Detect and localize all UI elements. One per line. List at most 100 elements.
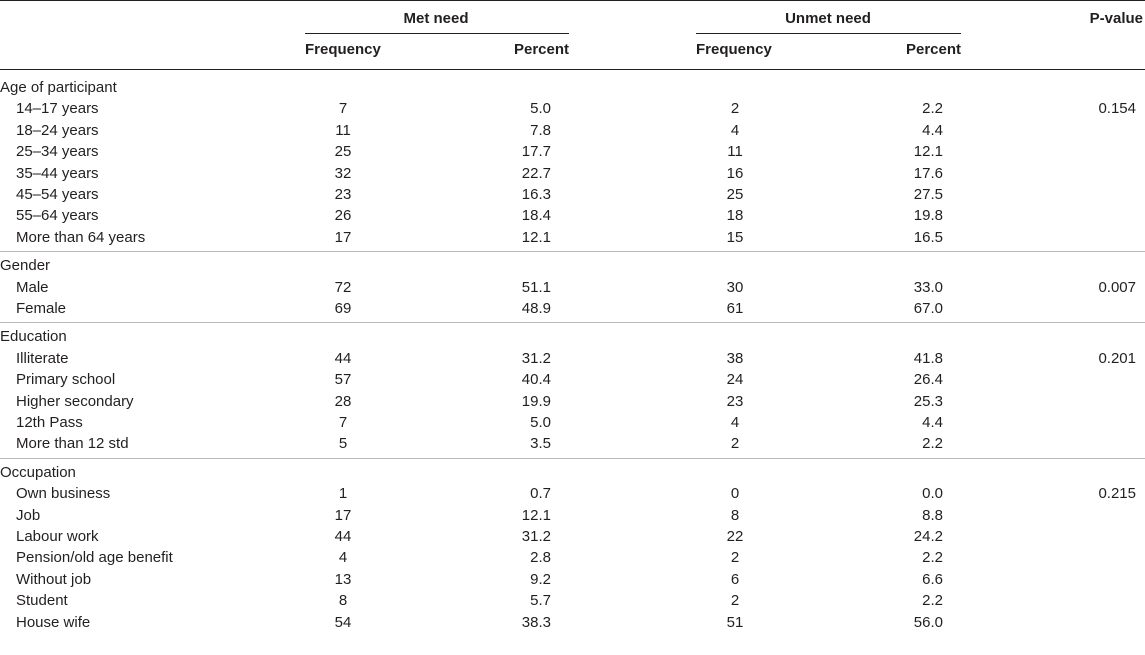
met-percent-cell: 5.0 [530,100,551,117]
row-label: Male [16,279,49,296]
header-met-need: Met need [403,10,469,27]
unmet-frequency-cell: 18 [726,207,744,224]
met-frequency-cell: 32 [334,165,352,182]
row-label: Female [16,300,67,317]
section-separator [0,322,1145,323]
unmet-frequency-cell: 2 [730,435,740,452]
met-percent-cell: 17.7 [521,143,551,160]
row-label: Labour work [16,528,99,545]
unmet-frequency-cell: 6 [730,571,740,588]
unmet-percent-cell: 0.0 [922,485,943,502]
p-value-cell: 0.201 [1098,350,1136,367]
met-frequency-cell: 25 [334,143,352,160]
unmet-percent-cell: 19.8 [913,207,943,224]
met-frequency-cell: 44 [334,528,352,545]
unmet-frequency-cell: 11 [727,143,743,160]
met-percent-cell: 9.2 [530,571,551,588]
unmet-percent-cell: 2.2 [922,592,943,609]
header-met-percent: Percent [513,41,569,58]
section-separator [0,251,1145,252]
unmet-percent-cell: 8.8 [922,507,943,524]
met-percent-cell: 38.3 [521,614,551,631]
row-label: Illiterate [16,350,69,367]
met-frequency-cell: 54 [334,614,352,631]
met-percent-cell: 12.1 [521,229,551,246]
met-frequency-cell: 72 [334,279,352,296]
unmet-percent-cell: 41.8 [913,350,943,367]
section-title: Age of participant [0,79,117,96]
met-percent-cell: 0.7 [530,485,551,502]
p-value-cell: 0.154 [1098,100,1136,117]
header-unmet-percent: Percent [905,41,961,58]
unmet-frequency-cell: 2 [730,592,740,609]
met-percent-cell: 51.1 [521,279,551,296]
unmet-frequency-cell: 30 [726,279,744,296]
met-frequency-cell: 17 [334,507,352,524]
p-value-cell: 0.215 [1098,485,1136,502]
unmet-percent-cell: 24.2 [913,528,943,545]
unmet-frequency-cell: 38 [726,350,744,367]
row-label: 12th Pass [16,414,83,431]
met-need-underline [305,33,569,34]
unmet-frequency-cell: 2 [730,549,740,566]
unmet-frequency-cell: 2 [730,100,740,117]
unmet-percent-cell: 6.6 [922,571,943,588]
met-percent-cell: 3.5 [530,435,551,452]
header-unmet-need: Unmet need [785,10,871,27]
met-frequency-cell: 5 [338,435,348,452]
met-frequency-cell: 8 [338,592,348,609]
row-label: 25–34 years [16,143,99,160]
table-top-rule [0,0,1145,1]
met-frequency-cell: 57 [334,371,352,388]
row-label: 45–54 years [16,186,99,203]
unmet-frequency-cell: 4 [730,414,740,431]
unmet-frequency-cell: 25 [726,186,744,203]
met-frequency-cell: 23 [334,186,352,203]
met-percent-cell: 19.9 [521,393,551,410]
row-label: 35–44 years [16,165,99,182]
met-frequency-cell: 4 [338,549,348,566]
unmet-percent-cell: 16.5 [913,229,943,246]
met-percent-cell: 5.7 [530,592,551,609]
section-title: Gender [0,257,51,275]
met-percent-cell: 12.1 [521,507,551,524]
unmet-percent-cell: 27.5 [913,186,943,203]
unmet-frequency-cell: 4 [730,122,740,139]
met-percent-cell: 5.0 [530,414,551,431]
unmet-percent-cell: 2.2 [922,549,943,566]
met-percent-cell: 31.2 [521,350,551,367]
unmet-percent-cell: 67.0 [913,300,943,317]
met-frequency-cell: 17 [334,229,352,246]
section-separator [0,458,1145,459]
met-percent-cell: 2.8 [530,549,551,566]
unmet-frequency-cell: 51 [726,614,744,631]
met-frequency-cell: 44 [334,350,352,367]
unmet-percent-cell: 25.3 [913,393,943,410]
header-unmet-frequency: Frequency [696,41,772,58]
header-bottom-rule [0,69,1145,70]
row-label: More than 64 years [16,229,146,246]
unmet-frequency-cell: 24 [726,371,744,388]
unmet-frequency-cell: 22 [726,528,744,545]
unmet-percent-cell: 4.4 [922,414,943,431]
met-frequency-cell: 13 [334,571,352,588]
met-percent-cell: 48.9 [521,300,551,317]
met-frequency-cell: 7 [338,414,348,431]
unmet-percent-cell: 26.4 [913,371,943,388]
unmet-need-underline [696,33,961,34]
row-label: Student [16,592,68,609]
section-title: Education [0,328,67,346]
row-label: Primary school [16,371,116,388]
section-title: Occupation [0,463,76,481]
unmet-frequency-cell: 0 [730,485,740,502]
unmet-percent-cell: 2.2 [922,435,943,452]
row-label: 55–64 years [16,207,99,224]
met-percent-cell: 40.4 [521,371,551,388]
met-frequency-cell: 7 [338,100,348,117]
header-p-value: P-value [1089,10,1143,27]
unmet-percent-cell: 12.1 [913,143,943,160]
met-percent-cell: 7.8 [530,122,551,139]
met-frequency-cell: 28 [334,393,352,410]
unmet-frequency-cell: 8 [730,507,740,524]
met-percent-cell: 16.3 [521,186,551,203]
